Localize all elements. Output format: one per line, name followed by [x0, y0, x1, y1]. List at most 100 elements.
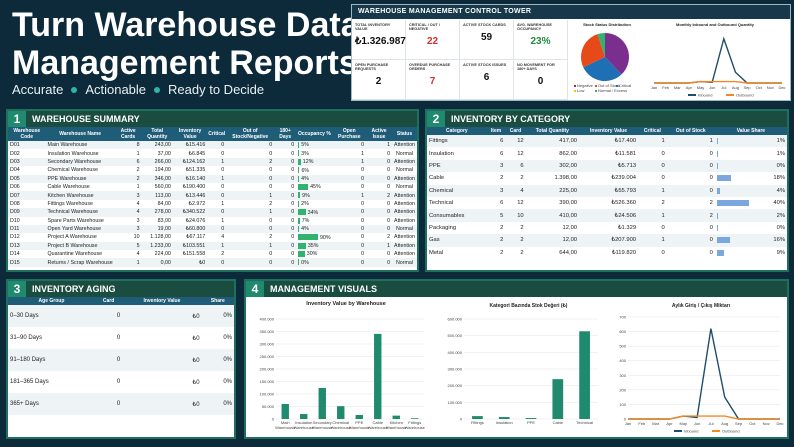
- table-cell: 1: [226, 241, 275, 251]
- bar[interactable]: [411, 418, 419, 419]
- bar[interactable]: [300, 414, 308, 419]
- table-row[interactable]: D02 Insulation Warehouse 1 37,00 ₺6.845 0 0 0 3%…: [8, 149, 417, 157]
- table-row[interactable]: D04 Chemical Warehouse 2 194,00 ₺51.335 0 0 0 6%…: [8, 166, 417, 174]
- bar[interactable]: [472, 416, 483, 419]
- occupancy-bar: [298, 150, 300, 157]
- table-row[interactable]: Insulation 6 12 862,00 ₺11.581 0 0 1%: [427, 147, 787, 159]
- bar[interactable]: [318, 387, 326, 419]
- column-header[interactable]: Share: [201, 297, 234, 305]
- column-header[interactable]: Critical: [207, 127, 227, 141]
- table-cell: 0: [274, 258, 297, 267]
- bar[interactable]: [552, 379, 564, 419]
- table-row[interactable]: D01 Main Warehouse 8 243,00 ₺15.416 0 0 0 5% 0 1 At…: [8, 141, 417, 150]
- bar[interactable]: [392, 415, 400, 419]
- column-header[interactable]: Active Cards: [114, 127, 142, 141]
- table-cell: ₺239.004: [611, 175, 637, 182]
- column-header[interactable]: Critical: [638, 127, 667, 135]
- table-cell: D05: [8, 174, 46, 183]
- column-header[interactable]: Status: [392, 127, 417, 141]
- table-row[interactable]: Packaging 2 2 12,00 ₺1.329 0 0 0%: [427, 222, 787, 234]
- pie-slice[interactable]: [605, 33, 629, 75]
- y-tick-label: 300.000: [448, 367, 463, 372]
- table-cell: 0: [661, 175, 665, 182]
- column-header[interactable]: Out of Stock/Negative: [226, 127, 275, 141]
- table-row[interactable]: D05 PPE Warehouse 2 346,00 ₺16.140 1 0 0 4% 0 0 Att…: [8, 174, 417, 183]
- table-cell: 0: [361, 217, 365, 224]
- table-row[interactable]: 91–180 Days 0 ₺0 0%: [8, 349, 234, 371]
- table-cell: 0: [274, 208, 297, 217]
- panel-title: MANAGEMENT VISUALS: [270, 284, 378, 294]
- table-row[interactable]: D09 Technical Warehouse 4 278,00 ₺340.522 0 1 0…: [8, 208, 417, 217]
- column-header[interactable]: Inventory Value: [122, 297, 202, 305]
- column-header[interactable]: Value Share: [714, 127, 787, 135]
- series-line[interactable]: [654, 80, 782, 84]
- column-header[interactable]: Card: [505, 127, 526, 135]
- pie-slice[interactable]: [581, 34, 605, 68]
- table-cell: 2: [114, 174, 142, 183]
- table-row[interactable]: 0–30 Days 0 ₺0 0%: [8, 305, 234, 327]
- table-row[interactable]: Fittings 6 12 417,00 ₺17.400 1 1 1%: [427, 135, 787, 148]
- table-row[interactable]: Cable 2 2 1.398,00 ₺239.004 0 0 18%: [427, 172, 787, 184]
- table-row[interactable]: D06 Cable Warehouse 1 560,00 ₺190.400 0 0 0 45% 0…: [8, 183, 417, 191]
- table-row[interactable]: D10 Spare Parts Warehouse 3 83,00 ₺24.076 1 0 0…: [8, 217, 417, 225]
- table-row[interactable]: Consumables 5 10 410,00 ₺24.506 1 2 2%: [427, 209, 787, 222]
- table-row[interactable]: Metal 2 2 644,00 ₺119.820 0 0 9%: [427, 247, 787, 259]
- table-row[interactable]: D03 Secondary Warehouse 6 266,00 ₺124.162 1 2 0…: [8, 157, 417, 167]
- table-cell: 10: [133, 234, 140, 241]
- column-header[interactable]: Item: [486, 127, 506, 135]
- bar[interactable]: [498, 417, 510, 419]
- series-line[interactable]: [628, 328, 780, 420]
- series-line[interactable]: [628, 415, 780, 420]
- column-header[interactable]: Age Group: [8, 297, 95, 305]
- table-row[interactable]: D07 Kitchen Warehouse 3 113,00 ₺13.446 0 1 0 9% 1…: [8, 191, 417, 200]
- bar[interactable]: [281, 404, 289, 419]
- series-line[interactable]: [654, 36, 782, 84]
- column-header[interactable]: Warehouse Name: [45, 127, 115, 141]
- table-cell: Attention: [392, 191, 417, 200]
- x-tick-label: Jun: [709, 85, 715, 90]
- table-row[interactable]: D14 Quarantine Warehouse 4 224,00 ₺151.558 2 0…: [8, 250, 417, 258]
- table-row[interactable]: Technical 6 12 390,00 ₺526.360 2 2 40%: [427, 197, 787, 209]
- table-row[interactable]: Gas 2 2 12,00 ₺207.900 1 0 16%: [427, 234, 787, 247]
- column-header[interactable]: 180+ Days: [274, 127, 297, 141]
- table-row[interactable]: PPE 3 6 302,00 ₺5.713 0 0 0%: [427, 159, 787, 173]
- kpi-card: OPEN PURCHASE REQUESTS 2: [352, 60, 406, 100]
- table-row[interactable]: 181–365 Days 0 ₺0 0%: [8, 371, 234, 393]
- bar[interactable]: [579, 331, 590, 419]
- table-cell: ₺17.400: [579, 135, 639, 148]
- column-header[interactable]: Inventory Value: [579, 127, 639, 135]
- table-cell: 4: [505, 184, 526, 197]
- column-header[interactable]: Total Quantity: [141, 127, 173, 141]
- pie-slice[interactable]: [583, 57, 622, 81]
- column-header[interactable]: Active Issue: [366, 127, 393, 141]
- occupancy-value: 4%: [301, 226, 309, 233]
- bar[interactable]: [374, 333, 382, 419]
- table-row[interactable]: D12 Project A Warehouse 10 1.128,00 ₺67.117 4…: [8, 233, 417, 241]
- column-header[interactable]: Warehouse Code: [8, 127, 46, 141]
- table-cell: 0: [269, 251, 273, 258]
- y-tick-label: 400: [619, 358, 626, 363]
- table-row[interactable]: D08 Fittings Warehouse 4 84,00 ₺2.972 1 2 0 2% 0 0…: [8, 200, 417, 208]
- table-row[interactable]: 31–90 Days 0 ₺0 0%: [8, 327, 234, 349]
- pie-slice[interactable]: [597, 33, 605, 57]
- occupancy-value: 2%: [301, 201, 309, 208]
- table-row[interactable]: Chemical 3 4 225,00 ₺55.793 1 0 4%: [427, 184, 787, 197]
- table-cell: Cable Warehouse: [47, 184, 90, 191]
- occupancy-bar: [298, 242, 306, 249]
- column-header[interactable]: Category: [427, 127, 487, 135]
- table-row[interactable]: D15 Returns / Scrap Warehouse 1 0,00 ₺0 0 0 0 0%…: [8, 258, 417, 267]
- column-header[interactable]: Out of Stock: [666, 127, 715, 135]
- column-header[interactable]: Occupancy %: [296, 127, 333, 141]
- table-row[interactable]: D13 Project B Warehouse 5 1.233,00 ₺103.551 1…: [8, 241, 417, 251]
- bar[interactable]: [337, 406, 345, 419]
- bar[interactable]: [525, 418, 537, 419]
- column-header[interactable]: Card: [94, 297, 123, 305]
- column-header[interactable]: Total Quantity: [525, 127, 580, 135]
- column-header[interactable]: Inventory Value: [172, 127, 208, 141]
- table-row[interactable]: D11 Open Yard Warehouse 3 19,00 ₺60.800 0 0 0 4%…: [8, 224, 417, 234]
- column-header[interactable]: Open Purchase: [332, 127, 367, 141]
- table-cell: Technical: [429, 200, 454, 207]
- bar[interactable]: [355, 414, 363, 419]
- table-row[interactable]: 365+ Days 0 ₺0 0%: [8, 393, 234, 415]
- x-tick-label: Sep: [744, 85, 752, 90]
